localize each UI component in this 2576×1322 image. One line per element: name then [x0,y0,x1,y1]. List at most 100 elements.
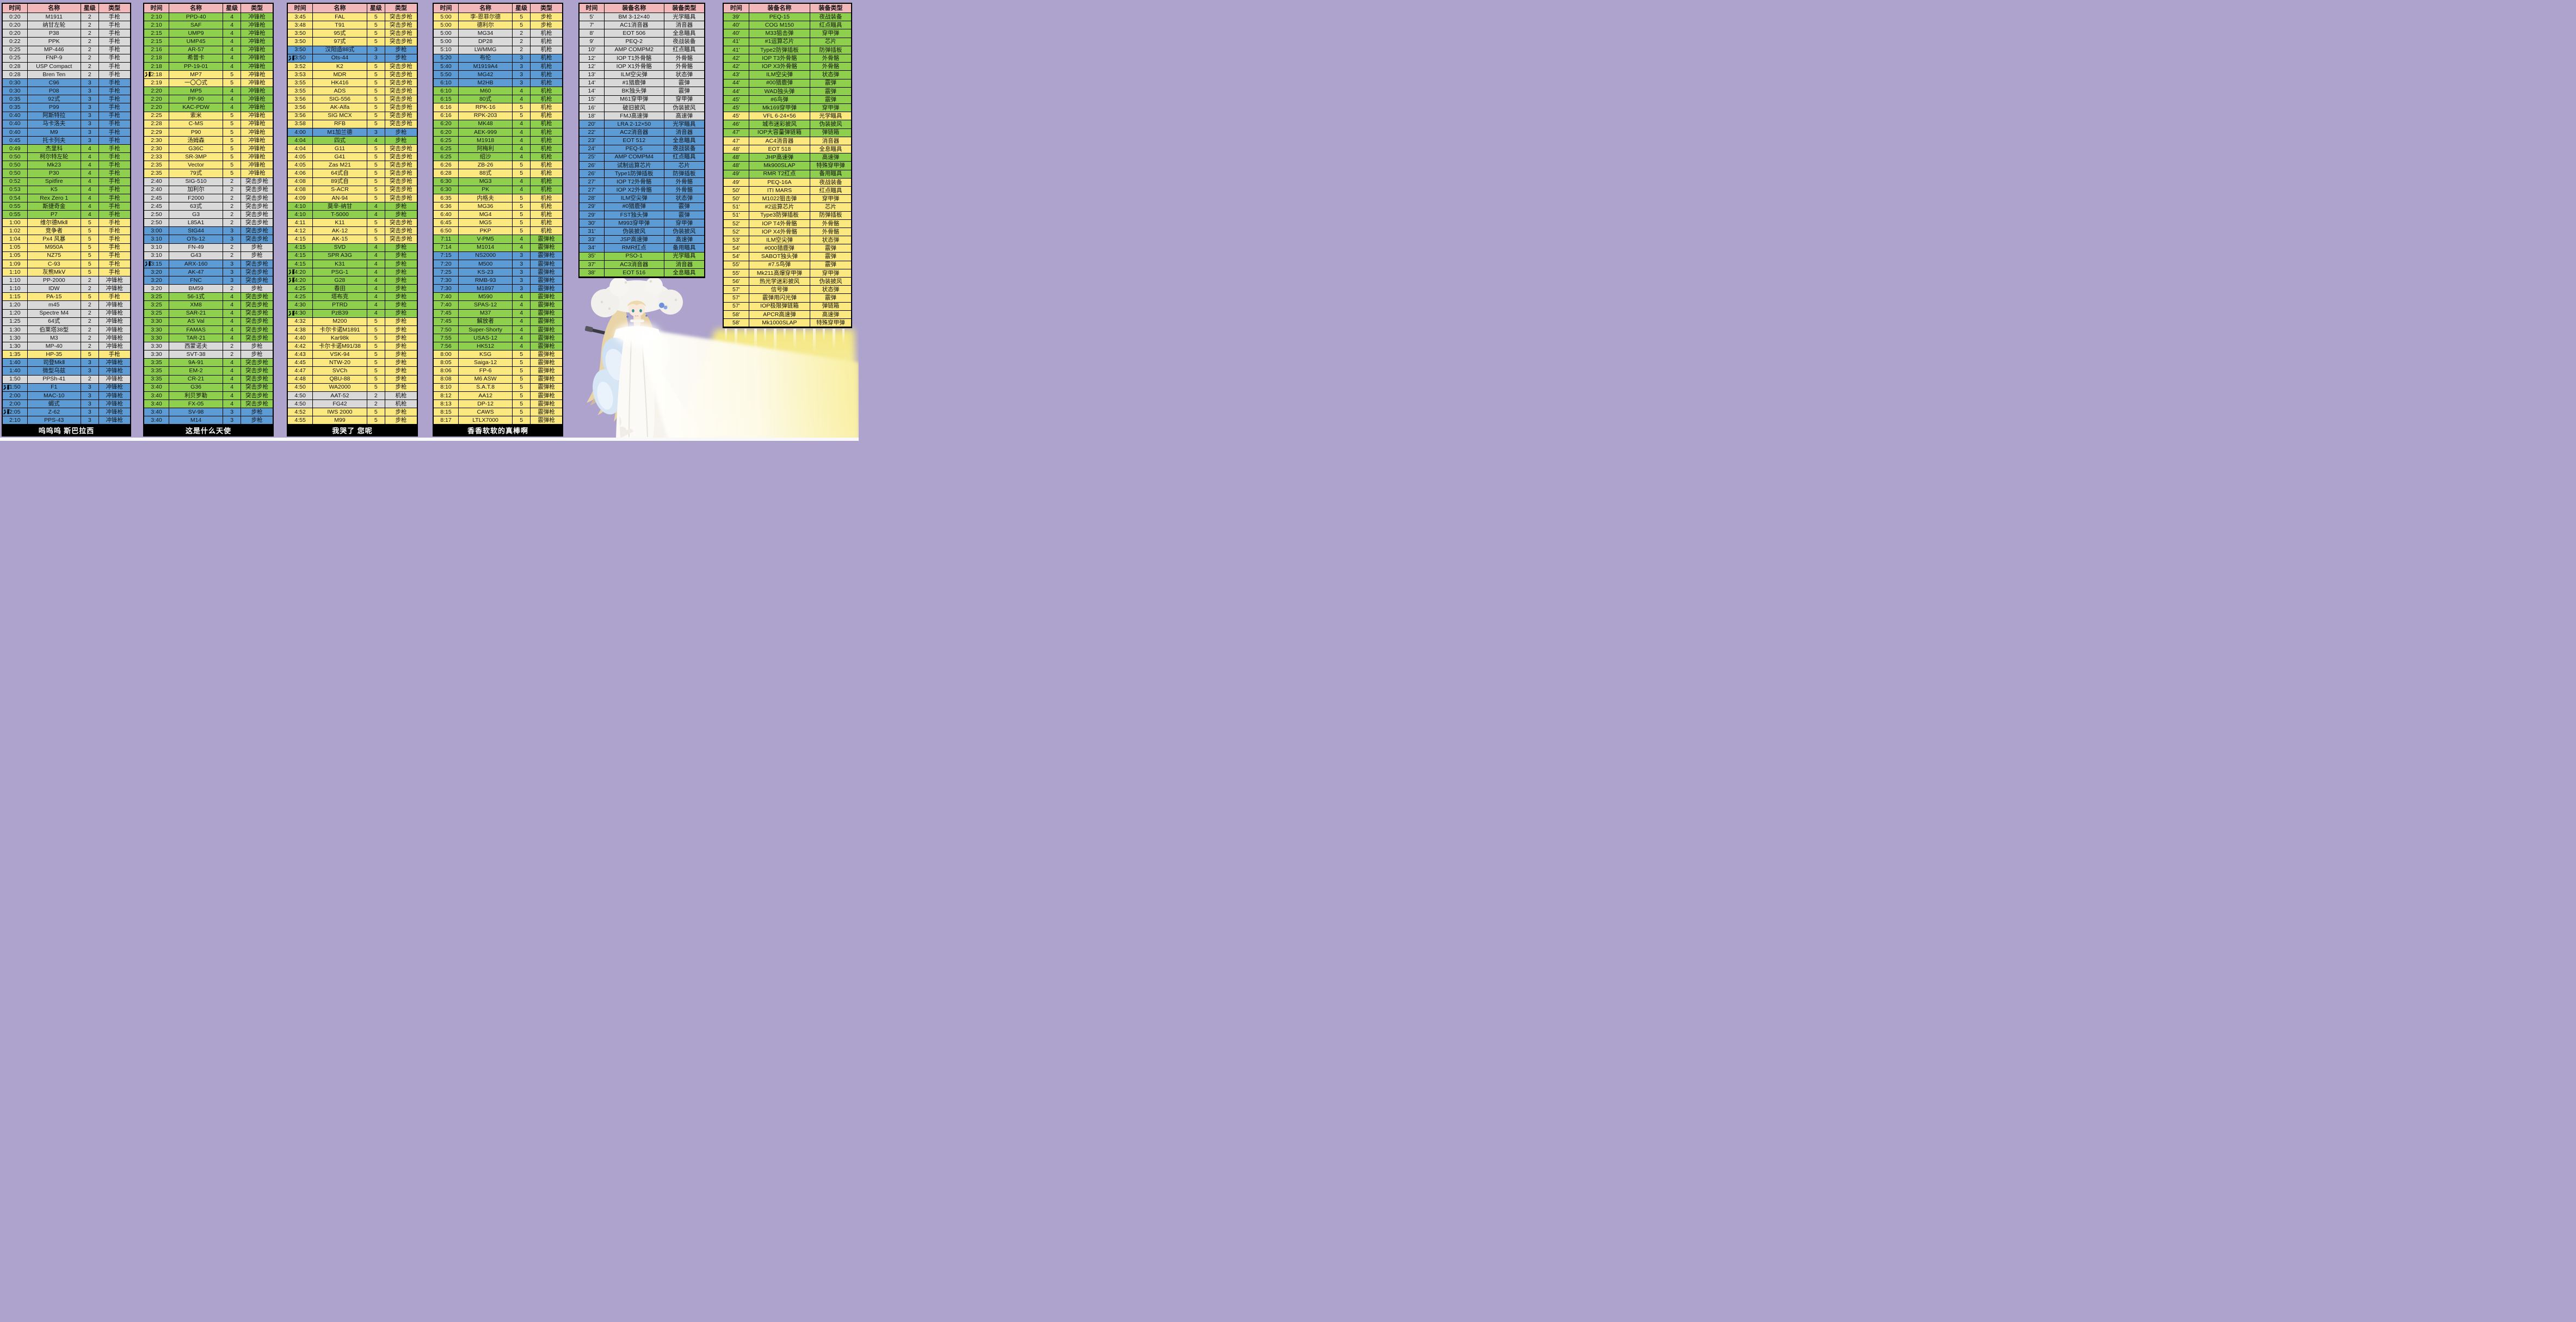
name-cell: 司登MkⅡ [27,359,81,367]
time-cell: 1:50 [3,383,28,392]
name-cell: RPK-16 [459,103,513,112]
name-cell: T-5000 [313,211,367,219]
column-header: 名称 [459,4,513,13]
star-cell: 5 [367,186,385,194]
star-cell: 3 [223,260,242,268]
table-row: 27' IOP T2外骨骼 外骨骼 [580,178,704,187]
star-cell: 5 [81,243,99,252]
name-cell: 蝎式 [27,399,81,408]
time-cell: 7:45 [434,309,459,318]
type-cell: 机枪 [531,202,562,211]
column-header: 时间 [288,4,313,13]
table-row: 8:08 M6 ASW 5 霰弹枪 [434,375,562,384]
type-cell: 光学瞄具 [664,13,704,22]
name-cell: CR-21 [169,375,224,384]
star-cell: 5 [81,351,99,359]
special-recipe-icon [288,269,295,275]
name-cell: AR-57 [169,46,224,54]
time-cell: 3:56 [288,95,313,104]
type-cell: 突击步枪 [241,399,273,408]
table-row: 43' ILM空尖弹 状态弹 [724,71,851,79]
time-cell: 3:40 [144,408,170,417]
table-row: 3:56 SIG MCX 5 突击步枪 [288,112,417,120]
name-cell: Zas M21 [313,161,367,170]
name-cell: #1运算芯片 [749,38,811,46]
table-row: 7:50 Super-Shorty 4 霰弹枪 [434,325,562,334]
type-cell: 机枪 [531,153,562,162]
name-cell: MG4 [459,211,513,219]
time-cell: 0:20 [3,21,28,30]
table-row: 3:40 M14 3 步枪 [144,416,273,425]
name-cell: Spectre M4 [27,309,81,318]
star-cell: 3 [513,268,531,276]
table-caption: 呜呜呜 斯巴拉西 [3,425,130,436]
name-cell: PSG-1 [313,268,367,276]
time-cell: 0:20 [3,13,28,22]
table-row: 41' Type2防弹插板 防弹插板 [724,46,851,54]
star-cell: 2 [81,46,99,54]
time-cell: 2:05 [3,408,28,417]
star-cell: 3 [223,268,242,276]
table-row: 39' PEQ-15 夜战装备 [724,13,851,22]
table-row: 4:30 PTRD 4 步枪 [288,301,417,310]
table-row: 8:06 FP-6 5 霰弹枪 [434,367,562,376]
star-cell: 2 [81,70,99,79]
time-cell: 26' [580,169,605,179]
table-row: 54' SABOT独头弹 霰弹 [724,253,851,261]
time-cell: 3:30 [144,351,170,359]
column-header: 名称 [169,4,224,13]
table-row: 0:30 P08 3 手枪 [3,87,130,96]
star-cell: 4 [513,153,531,162]
type-cell: 霰弹 [810,79,851,88]
time-cell: 3:55 [288,79,313,88]
name-cell: MDR [313,70,367,79]
name-cell: ILM空尖弹 [604,71,664,79]
type-cell: 冲锋枪 [241,145,273,153]
name-cell: 伪装披风 [604,227,664,236]
type-cell: 步枪 [385,351,417,359]
table-row: 3:25 XM8 4 突击步枪 [144,301,273,310]
type-cell: 霰弹枪 [531,293,562,302]
star-cell: 4 [81,211,99,219]
name-cell: #6鸟弹 [749,95,811,104]
table-row: 1:02 竞争者 5 手枪 [3,227,130,236]
table-row: 42' IOP X3外骨骼 外骨骼 [724,63,851,71]
time-cell: 1:00 [3,219,28,227]
table-row: 29' FST独头弹 霰弹 [580,211,704,219]
time-cell: 26' [580,161,605,170]
type-cell: 外骨骼 [810,227,851,237]
table-row: 14' BK独头弹 霰弹 [580,87,704,96]
time-cell: 48' [724,153,749,162]
star-cell: 3 [367,54,385,63]
star-cell: 5 [513,112,531,120]
time-cell: 7' [580,21,605,30]
time-cell: 49' [724,178,749,187]
time-cell: 15' [580,95,605,104]
table-row: 3:48 T91 5 突击步枪 [288,21,417,30]
time-cell: 4:38 [288,325,313,334]
table-row: 2:18 PP-19-01 4 冲锋枪 [144,62,273,71]
type-cell: 霰弹枪 [531,243,562,252]
star-cell: 5 [367,342,385,351]
type-cell: 步枪 [241,243,273,252]
name-cell: 破旧披风 [604,103,664,112]
table-row: 56' 热光学迷彩披风 伪装披风 [724,278,851,286]
table-row: 4:30 PzB39 4 步枪 [288,309,417,318]
star-cell: 2 [81,301,99,310]
table-row: 40' M33狙击弹 穿甲弹 [724,29,851,38]
name-cell: 莫辛-纳甘 [313,202,367,211]
time-cell: 3:53 [288,70,313,79]
name-cell: K11 [313,219,367,227]
star-cell: 5 [367,103,385,112]
star-cell: 3 [513,285,531,293]
star-cell: 4 [367,243,385,252]
name-cell: M1919A4 [459,62,513,71]
name-cell: AMP COMPM2 [604,46,664,54]
column-header: 类型 [241,4,273,13]
type-cell: 冲锋枪 [241,38,273,46]
time-cell: 1:25 [3,317,28,326]
star-cell: 4 [81,169,99,178]
column-header: 类型 [98,4,130,13]
column-header: 类型 [385,4,417,13]
time-cell: 2:15 [144,29,170,38]
